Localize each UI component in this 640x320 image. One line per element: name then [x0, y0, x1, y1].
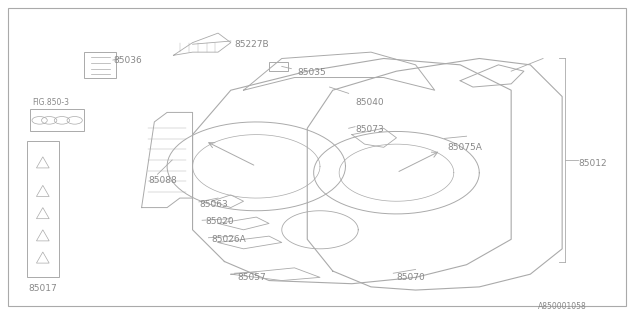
Text: 85035: 85035	[298, 68, 326, 77]
Bar	[27, 141, 59, 277]
Text: 85073: 85073	[355, 125, 384, 134]
Text: 85017: 85017	[28, 284, 57, 293]
Text: 85012: 85012	[578, 159, 607, 168]
Text: 85040: 85040	[355, 99, 383, 108]
Text: 85026A: 85026A	[212, 235, 246, 244]
Bar	[30, 109, 84, 132]
Text: 85075A: 85075A	[447, 143, 483, 152]
Text: A850001058: A850001058	[538, 302, 586, 311]
Bar	[269, 62, 288, 71]
Text: 85063: 85063	[199, 200, 228, 209]
Text: 85070: 85070	[396, 273, 425, 282]
Text: 85036: 85036	[113, 56, 141, 65]
Text: 85057: 85057	[237, 273, 266, 282]
Text: FIG.850-3: FIG.850-3	[32, 98, 69, 107]
Text: 85227B: 85227B	[234, 40, 269, 49]
Text: 85020: 85020	[205, 217, 234, 226]
Bar	[84, 52, 116, 77]
Text: 85088: 85088	[148, 176, 177, 185]
